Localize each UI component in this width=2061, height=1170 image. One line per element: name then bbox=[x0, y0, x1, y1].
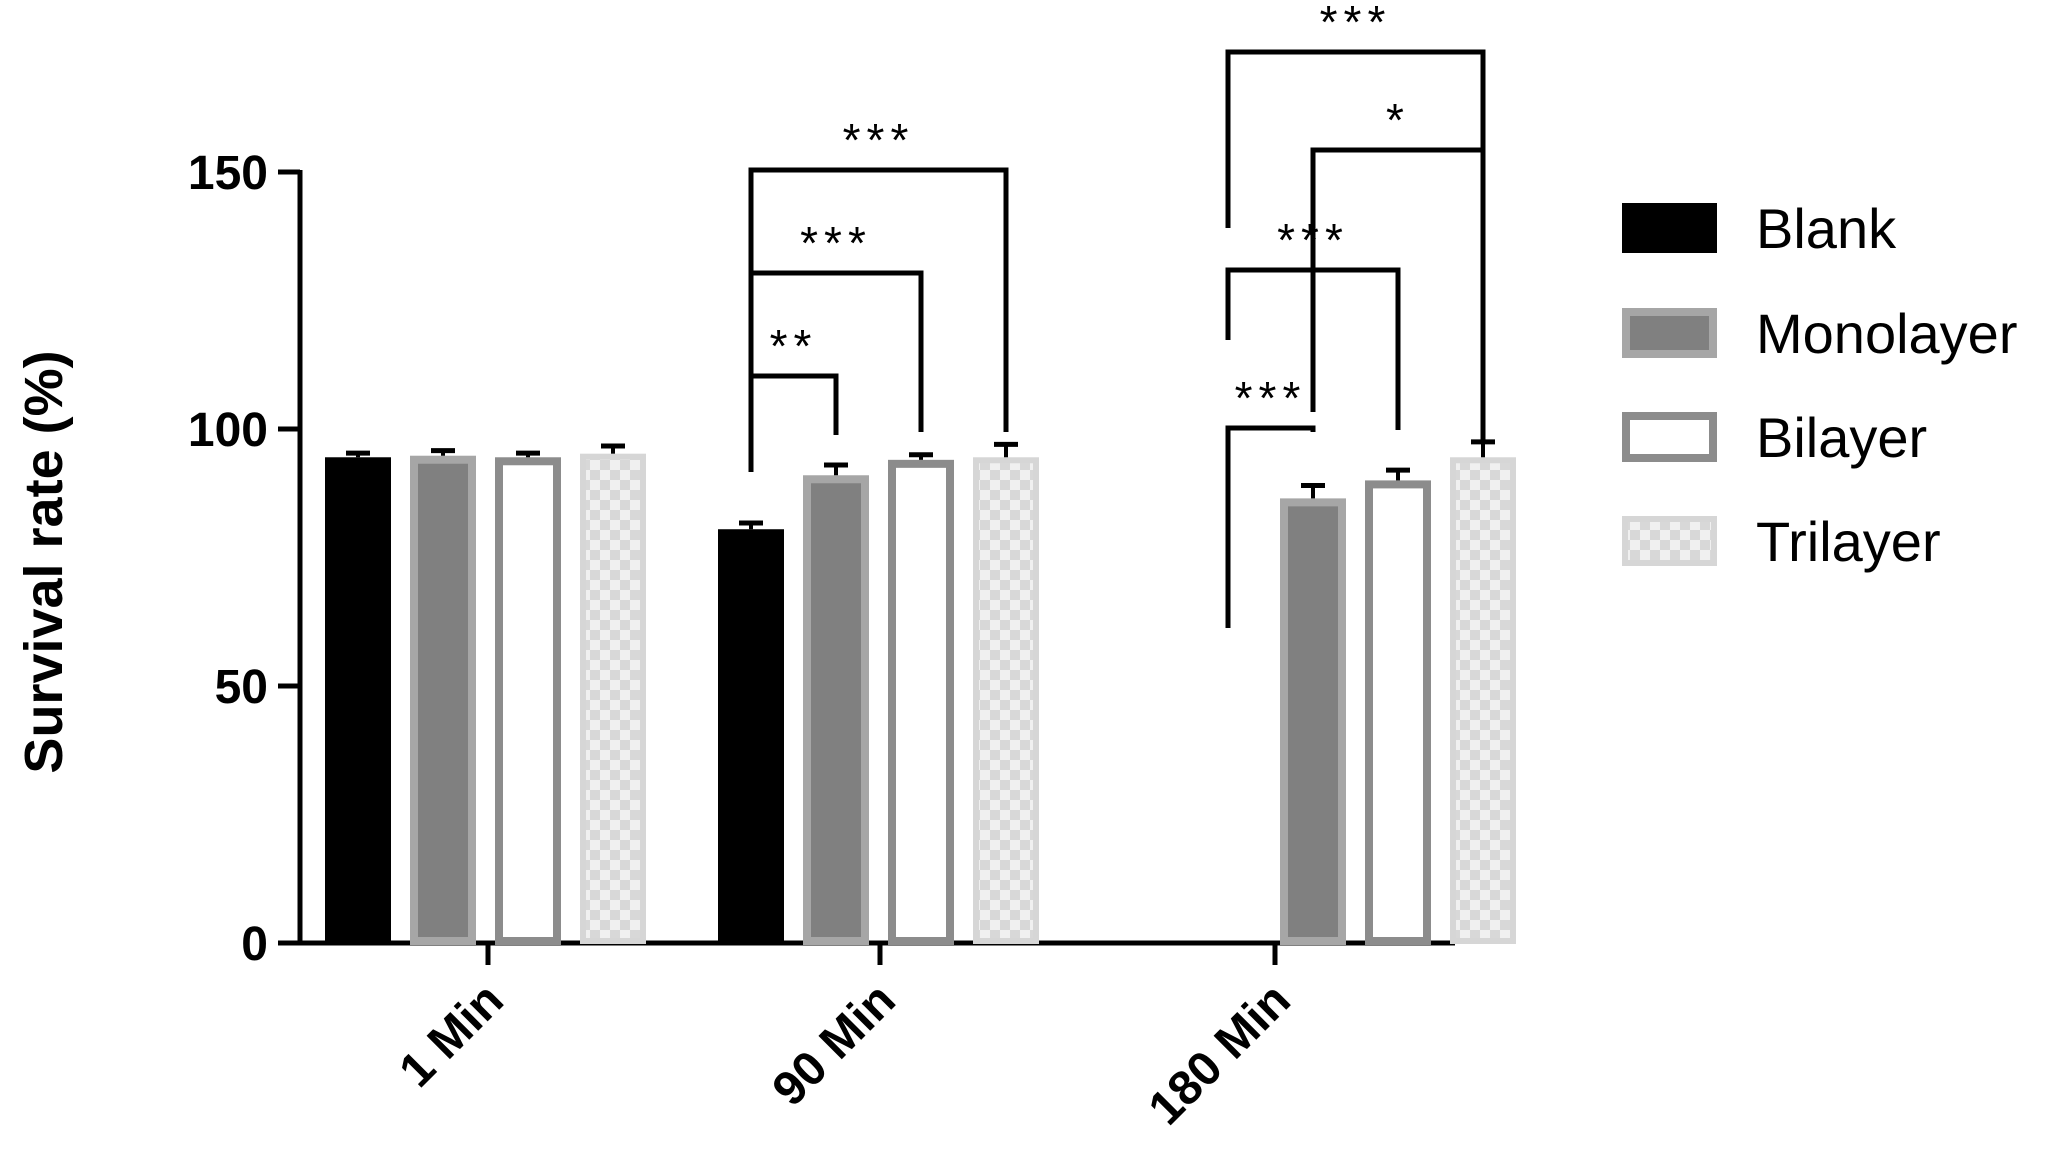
legend-label-bilayer: Bilayer bbox=[1756, 406, 1927, 469]
significance-bracket-1 bbox=[748, 270, 924, 472]
error-bars bbox=[346, 439, 1495, 530]
bar-trilayer-1 bbox=[973, 457, 1039, 944]
legend-label-blank: Blank bbox=[1756, 197, 1897, 260]
significance-label-5: * bbox=[1386, 94, 1410, 146]
significance-label-6: *** bbox=[1320, 0, 1392, 48]
y-tick-label: 150 bbox=[188, 147, 268, 200]
bar-bilayer-2 bbox=[1365, 480, 1431, 945]
bar-blank-1 bbox=[718, 529, 784, 941]
legend: Blank Monolayer Bilayer Trilayer bbox=[1622, 197, 2017, 573]
axes bbox=[297, 170, 1455, 946]
significance-bracket-2 bbox=[748, 167, 1009, 472]
x-category-label: 90 Min bbox=[763, 973, 906, 1116]
y-tick-label: 100 bbox=[188, 404, 268, 457]
y-tick-label: 50 bbox=[215, 661, 268, 714]
legend-swatch-bilayer bbox=[1622, 412, 1717, 462]
significance-label-0: ** bbox=[770, 320, 818, 372]
bar-trilayer-2 bbox=[1450, 457, 1516, 944]
bar-monolayer-1 bbox=[803, 475, 869, 945]
bar-monolayer-2 bbox=[1280, 498, 1346, 945]
significance-brackets: ****************** bbox=[748, 0, 1486, 628]
bar-monolayer-0 bbox=[410, 455, 476, 945]
legend-label-monolayer: Monolayer bbox=[1756, 302, 2017, 365]
bars bbox=[325, 453, 1516, 945]
y-axis-title: Survival rate (%) bbox=[14, 350, 74, 773]
significance-bracket-0 bbox=[748, 373, 839, 472]
legend-label-trilayer: Trilayer bbox=[1756, 510, 1941, 573]
y-axis-ticks: 0 50 100 150 bbox=[188, 147, 300, 971]
x-category-label: 1 Min bbox=[390, 973, 514, 1097]
bar-bilayer-1 bbox=[888, 459, 954, 945]
x-axis-ticks: 1 Min 90 Min 180 Min bbox=[390, 943, 1301, 1135]
legend-swatch-trilayer bbox=[1622, 516, 1717, 566]
significance-label-2: *** bbox=[843, 114, 915, 166]
significance-label-3: *** bbox=[1235, 372, 1307, 424]
significance-bracket-3 bbox=[1225, 425, 1316, 628]
x-category-label: 180 Min bbox=[1139, 973, 1301, 1135]
y-tick-label: 0 bbox=[241, 918, 268, 971]
significance-label-4: *** bbox=[1277, 214, 1349, 266]
bar-trilayer-0 bbox=[580, 453, 646, 944]
bar-bilayer-0 bbox=[495, 457, 561, 945]
significance-bracket-6 bbox=[1225, 49, 1486, 440]
bar-blank-0 bbox=[325, 457, 391, 941]
significance-label-1: *** bbox=[800, 217, 872, 269]
legend-swatch-monolayer bbox=[1622, 308, 1717, 358]
legend-swatch-blank bbox=[1622, 203, 1717, 253]
